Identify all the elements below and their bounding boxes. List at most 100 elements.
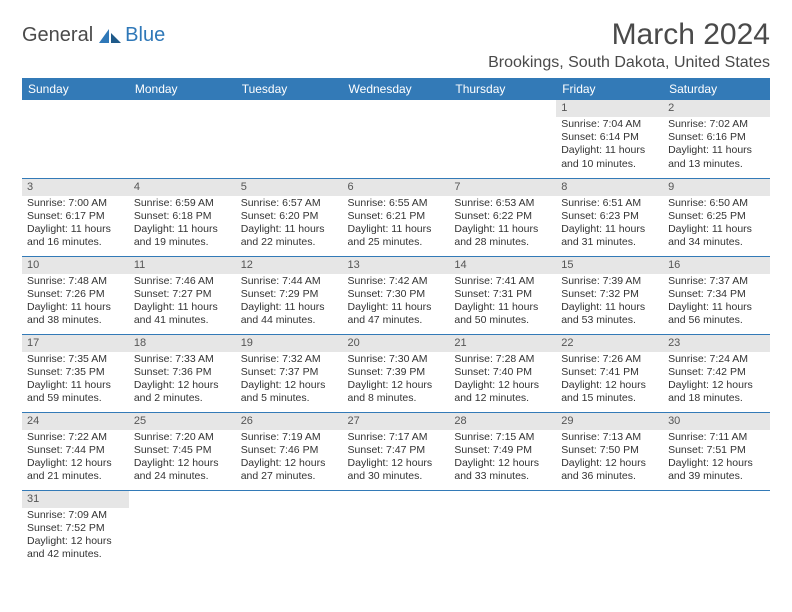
day-details: Sunrise: 7:17 AMSunset: 7:47 PMDaylight:… xyxy=(343,430,450,487)
weekday-header: Monday xyxy=(129,78,236,100)
day-number: 22 xyxy=(556,335,663,352)
calendar-cell: 28Sunrise: 7:15 AMSunset: 7:49 PMDayligh… xyxy=(449,412,556,490)
weekday-header: Saturday xyxy=(663,78,770,100)
day-number: 16 xyxy=(663,257,770,274)
day-details: Sunrise: 7:33 AMSunset: 7:36 PMDaylight:… xyxy=(129,352,236,409)
calendar-cell: 15Sunrise: 7:39 AMSunset: 7:32 PMDayligh… xyxy=(556,256,663,334)
weekday-header: Friday xyxy=(556,78,663,100)
brand-logo: General Blue xyxy=(22,24,165,47)
day-details: Sunrise: 7:00 AMSunset: 6:17 PMDaylight:… xyxy=(22,196,129,253)
day-number: 19 xyxy=(236,335,343,352)
weekday-header: Tuesday xyxy=(236,78,343,100)
day-number: 10 xyxy=(22,257,129,274)
calendar-cell xyxy=(663,490,770,568)
day-details: Sunrise: 7:19 AMSunset: 7:46 PMDaylight:… xyxy=(236,430,343,487)
day-number: 23 xyxy=(663,335,770,352)
calendar-cell: 27Sunrise: 7:17 AMSunset: 7:47 PMDayligh… xyxy=(343,412,450,490)
calendar-cell: 7Sunrise: 6:53 AMSunset: 6:22 PMDaylight… xyxy=(449,178,556,256)
calendar-cell: 6Sunrise: 6:55 AMSunset: 6:21 PMDaylight… xyxy=(343,178,450,256)
calendar-cell: 25Sunrise: 7:20 AMSunset: 7:45 PMDayligh… xyxy=(129,412,236,490)
day-details: Sunrise: 7:26 AMSunset: 7:41 PMDaylight:… xyxy=(556,352,663,409)
day-details: Sunrise: 7:11 AMSunset: 7:51 PMDaylight:… xyxy=(663,430,770,487)
calendar-cell: 9Sunrise: 6:50 AMSunset: 6:25 PMDaylight… xyxy=(663,178,770,256)
calendar-cell: 10Sunrise: 7:48 AMSunset: 7:26 PMDayligh… xyxy=(22,256,129,334)
calendar-cell: 13Sunrise: 7:42 AMSunset: 7:30 PMDayligh… xyxy=(343,256,450,334)
day-details: Sunrise: 7:39 AMSunset: 7:32 PMDaylight:… xyxy=(556,274,663,331)
day-number: 15 xyxy=(556,257,663,274)
calendar-cell: 14Sunrise: 7:41 AMSunset: 7:31 PMDayligh… xyxy=(449,256,556,334)
day-number: 17 xyxy=(22,335,129,352)
calendar-cell: 19Sunrise: 7:32 AMSunset: 7:37 PMDayligh… xyxy=(236,334,343,412)
weekday-header: Wednesday xyxy=(343,78,450,100)
calendar-cell xyxy=(236,490,343,568)
day-number: 28 xyxy=(449,413,556,430)
day-details: Sunrise: 7:32 AMSunset: 7:37 PMDaylight:… xyxy=(236,352,343,409)
day-number: 18 xyxy=(129,335,236,352)
day-details: Sunrise: 7:24 AMSunset: 7:42 PMDaylight:… xyxy=(663,352,770,409)
day-number: 25 xyxy=(129,413,236,430)
calendar-cell: 24Sunrise: 7:22 AMSunset: 7:44 PMDayligh… xyxy=(22,412,129,490)
calendar-cell: 29Sunrise: 7:13 AMSunset: 7:50 PMDayligh… xyxy=(556,412,663,490)
calendar-cell: 17Sunrise: 7:35 AMSunset: 7:35 PMDayligh… xyxy=(22,334,129,412)
brand-sail-icon xyxy=(97,27,123,45)
calendar-cell: 18Sunrise: 7:33 AMSunset: 7:36 PMDayligh… xyxy=(129,334,236,412)
calendar-cell: 5Sunrise: 6:57 AMSunset: 6:20 PMDaylight… xyxy=(236,178,343,256)
day-details: Sunrise: 7:02 AMSunset: 6:16 PMDaylight:… xyxy=(663,117,770,174)
day-details: Sunrise: 7:42 AMSunset: 7:30 PMDaylight:… xyxy=(343,274,450,331)
day-details: Sunrise: 7:20 AMSunset: 7:45 PMDaylight:… xyxy=(129,430,236,487)
calendar-cell xyxy=(343,490,450,568)
calendar-cell: 3Sunrise: 7:00 AMSunset: 6:17 PMDaylight… xyxy=(22,178,129,256)
day-number: 26 xyxy=(236,413,343,430)
day-number: 24 xyxy=(22,413,129,430)
weekday-header: Sunday xyxy=(22,78,129,100)
day-number: 6 xyxy=(343,179,450,196)
day-number: 31 xyxy=(22,491,129,508)
day-details: Sunrise: 6:57 AMSunset: 6:20 PMDaylight:… xyxy=(236,196,343,253)
day-number: 9 xyxy=(663,179,770,196)
day-details: Sunrise: 7:48 AMSunset: 7:26 PMDaylight:… xyxy=(22,274,129,331)
day-number: 14 xyxy=(449,257,556,274)
day-number: 13 xyxy=(343,257,450,274)
day-details: Sunrise: 7:30 AMSunset: 7:39 PMDaylight:… xyxy=(343,352,450,409)
day-details: Sunrise: 7:46 AMSunset: 7:27 PMDaylight:… xyxy=(129,274,236,331)
calendar-cell: 8Sunrise: 6:51 AMSunset: 6:23 PMDaylight… xyxy=(556,178,663,256)
day-details: Sunrise: 7:04 AMSunset: 6:14 PMDaylight:… xyxy=(556,117,663,174)
calendar-cell: 20Sunrise: 7:30 AMSunset: 7:39 PMDayligh… xyxy=(343,334,450,412)
weekday-header: Thursday xyxy=(449,78,556,100)
day-details: Sunrise: 6:51 AMSunset: 6:23 PMDaylight:… xyxy=(556,196,663,253)
calendar-cell: 21Sunrise: 7:28 AMSunset: 7:40 PMDayligh… xyxy=(449,334,556,412)
calendar-cell xyxy=(236,100,343,178)
day-number: 7 xyxy=(449,179,556,196)
day-details: Sunrise: 7:13 AMSunset: 7:50 PMDaylight:… xyxy=(556,430,663,487)
day-details: Sunrise: 7:37 AMSunset: 7:34 PMDaylight:… xyxy=(663,274,770,331)
day-number: 27 xyxy=(343,413,450,430)
location-text: Brookings, South Dakota, United States xyxy=(488,54,770,72)
calendar-cell: 26Sunrise: 7:19 AMSunset: 7:46 PMDayligh… xyxy=(236,412,343,490)
calendar-cell: 11Sunrise: 7:46 AMSunset: 7:27 PMDayligh… xyxy=(129,256,236,334)
day-number: 5 xyxy=(236,179,343,196)
calendar-table: SundayMondayTuesdayWednesdayThursdayFrid… xyxy=(22,78,770,568)
brand-part2: Blue xyxy=(125,24,165,47)
day-details: Sunrise: 6:53 AMSunset: 6:22 PMDaylight:… xyxy=(449,196,556,253)
day-number: 8 xyxy=(556,179,663,196)
day-number: 20 xyxy=(343,335,450,352)
day-details: Sunrise: 7:35 AMSunset: 7:35 PMDaylight:… xyxy=(22,352,129,409)
brand-part1: General xyxy=(22,24,93,47)
calendar-cell: 1Sunrise: 7:04 AMSunset: 6:14 PMDaylight… xyxy=(556,100,663,178)
day-details: Sunrise: 6:50 AMSunset: 6:25 PMDaylight:… xyxy=(663,196,770,253)
calendar-cell: 22Sunrise: 7:26 AMSunset: 7:41 PMDayligh… xyxy=(556,334,663,412)
day-details: Sunrise: 7:09 AMSunset: 7:52 PMDaylight:… xyxy=(22,508,129,565)
calendar-cell xyxy=(556,490,663,568)
calendar-cell: 12Sunrise: 7:44 AMSunset: 7:29 PMDayligh… xyxy=(236,256,343,334)
day-number: 4 xyxy=(129,179,236,196)
day-number: 3 xyxy=(22,179,129,196)
calendar-cell: 30Sunrise: 7:11 AMSunset: 7:51 PMDayligh… xyxy=(663,412,770,490)
day-number: 12 xyxy=(236,257,343,274)
calendar-cell xyxy=(129,100,236,178)
day-number: 1 xyxy=(556,100,663,117)
calendar-cell xyxy=(129,490,236,568)
calendar-cell xyxy=(449,490,556,568)
calendar-cell: 23Sunrise: 7:24 AMSunset: 7:42 PMDayligh… xyxy=(663,334,770,412)
calendar-cell: 31Sunrise: 7:09 AMSunset: 7:52 PMDayligh… xyxy=(22,490,129,568)
calendar-cell xyxy=(343,100,450,178)
